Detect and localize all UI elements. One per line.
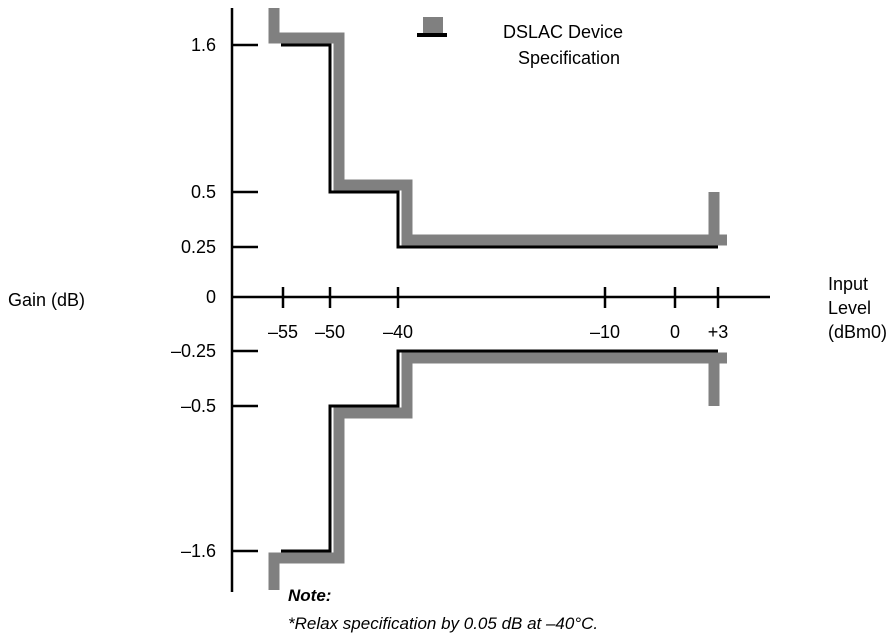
x-tick-label-1: –55: [268, 322, 298, 342]
series-layer: [268, 8, 727, 590]
legend-label-line-1: DSLAC Device: [503, 22, 623, 42]
y-tick-label-1: 1.6: [191, 35, 216, 55]
x-tick-label-6: +3: [708, 322, 729, 342]
note-title: Note:: [288, 586, 331, 605]
y-tick-label-5: –0.25: [171, 341, 216, 361]
x-tick-label-2: –50: [315, 322, 345, 342]
legend-swatch-black: [417, 33, 447, 37]
axes-layer: [230, 8, 770, 592]
series-2-limit-line: [281, 349, 718, 553]
x-axis-title-line-3: (dBm0): [828, 322, 887, 342]
y-tick-label-2: 0.5: [191, 182, 216, 202]
series-1-limit-line: [281, 43, 718, 249]
x-axis-title-line-2: Level: [828, 298, 871, 318]
series-2-band: [268, 352, 727, 590]
labels-layer: 1.6 0.5 0.25 0 –0.25 –0.5 –1.6 –55 –50 –40 –10 0 +3: [171, 35, 728, 561]
y-tick-label-3: 0.25: [181, 237, 216, 257]
legend-label-line-2: Specification: [518, 48, 620, 68]
y-tick-label-4: 0: [206, 287, 216, 307]
y-tick-label-6: –0.5: [181, 396, 216, 416]
x-tick-label-4: –10: [590, 322, 620, 342]
series-1-band: [268, 8, 727, 246]
legend: DSLAC Device Specification: [417, 17, 623, 68]
x-tick-label-5: 0: [670, 322, 680, 342]
y-tick-label-7: –1.6: [181, 541, 216, 561]
y-axis-title: Gain (dB): [8, 290, 85, 310]
x-axis-title-line-1: Input: [828, 274, 868, 294]
legend-swatch-gray: [423, 17, 443, 34]
x-tick-label-3: –40: [383, 322, 413, 342]
note-text: *Relax specification by 0.05 dB at –40°C…: [288, 614, 598, 633]
